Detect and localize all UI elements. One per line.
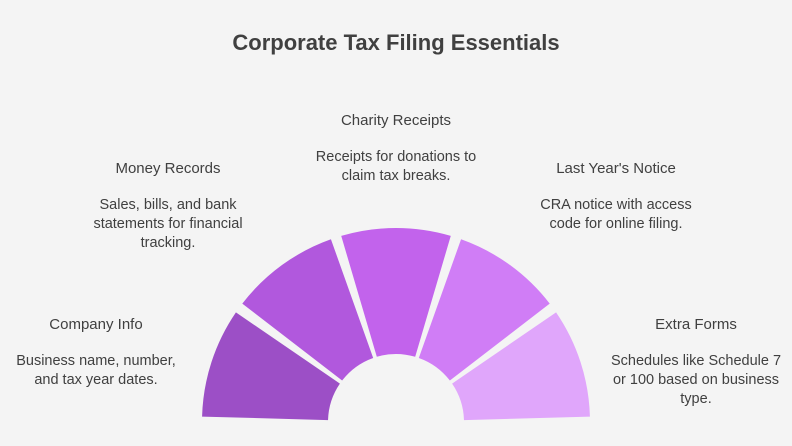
heading-charity-receipts: Charity Receipts bbox=[340, 112, 452, 129]
segment-company-info bbox=[202, 312, 340, 421]
desc-money-records: Sales, bills, and bank statements for fi… bbox=[93, 197, 243, 251]
desc-extra-forms: Schedules like Schedule 7 or 100 based o… bbox=[610, 353, 782, 407]
segment-charity-receipts bbox=[341, 227, 451, 357]
heading-last-years-notice: Last Year's Notice bbox=[556, 160, 676, 177]
heading-money-records: Money Records bbox=[115, 160, 221, 177]
desc-charity-receipts: Receipts for donations to claim tax brea… bbox=[315, 149, 477, 184]
desc-last-years-notice: CRA notice with access code for online f… bbox=[540, 197, 692, 232]
segment-extra-forms bbox=[452, 312, 590, 421]
segment-last-years-notice bbox=[418, 239, 550, 381]
block-money-records: Money Records Sales, bills, and bank sta… bbox=[76, 160, 260, 253]
block-charity-receipts: Charity Receipts Receipts for donations … bbox=[300, 112, 492, 186]
segment-money-records bbox=[242, 239, 374, 381]
diagram-title: Corporate Tax Filing Essentials bbox=[232, 30, 560, 55]
block-extra-forms: Extra Forms Schedules like Schedule 7 or… bbox=[606, 316, 786, 409]
block-last-years-notice: Last Year's Notice CRA notice with acces… bbox=[524, 160, 708, 234]
heading-extra-forms: Extra Forms bbox=[655, 316, 737, 333]
block-company-info: Company Info Business name, number, and … bbox=[6, 316, 186, 390]
heading-company-info: Company Info bbox=[49, 316, 143, 333]
desc-company-info: Business name, number, and tax year date… bbox=[16, 353, 176, 388]
